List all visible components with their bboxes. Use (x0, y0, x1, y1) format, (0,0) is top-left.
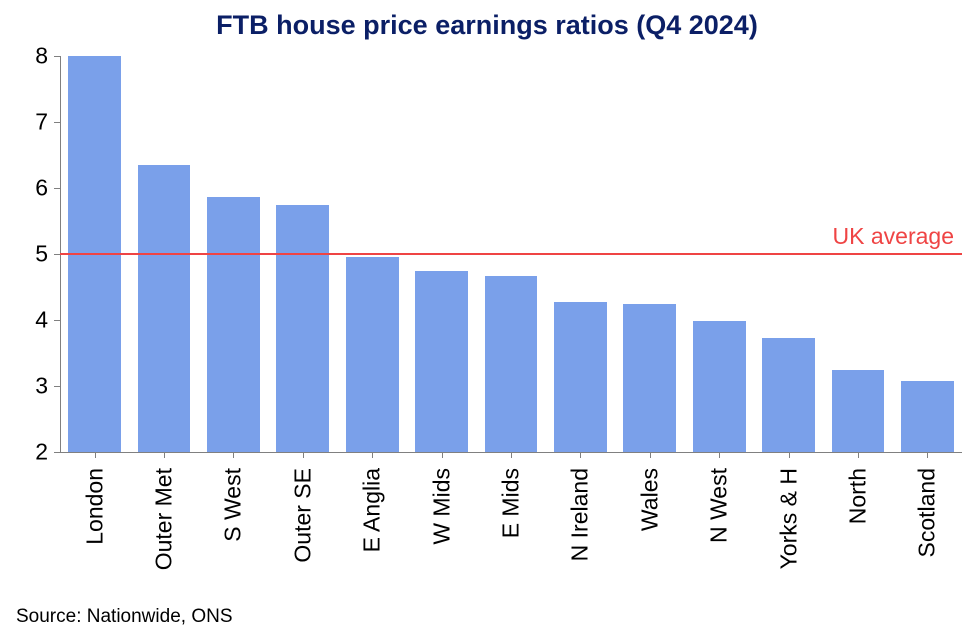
y-tick (54, 188, 60, 189)
x-tick-label: Wales (636, 468, 663, 600)
y-tick (54, 122, 60, 123)
y-tick (54, 320, 60, 321)
y-tick-label: 4 (14, 307, 48, 334)
x-tick-label: Outer SE (289, 468, 316, 600)
y-tick-label: 5 (14, 241, 48, 268)
y-tick-label: 8 (14, 43, 48, 70)
x-tick-label: London (81, 468, 108, 600)
bar (762, 338, 815, 452)
bar (693, 321, 746, 452)
x-tick (442, 452, 443, 458)
y-tick-label: 6 (14, 175, 48, 202)
x-tick (511, 452, 512, 458)
x-tick-label: W Mids (428, 468, 455, 600)
x-tick (650, 452, 651, 458)
y-tick-label: 7 (14, 109, 48, 136)
x-tick-label: Outer Met (151, 468, 178, 600)
bar (346, 257, 399, 452)
x-tick-label: N West (706, 468, 733, 600)
x-tick (164, 452, 165, 458)
chart-title: FTB house price earnings ratios (Q4 2024… (0, 10, 974, 41)
x-tick-label: Yorks & H (775, 468, 802, 600)
x-tick-label: N Ireland (567, 468, 594, 600)
y-tick (54, 56, 60, 57)
x-tick (233, 452, 234, 458)
bar (832, 370, 885, 452)
y-tick (54, 386, 60, 387)
plot-area (60, 56, 962, 452)
x-tick (95, 452, 96, 458)
bar (138, 165, 191, 452)
bar (901, 381, 954, 452)
bar (623, 304, 676, 453)
x-tick-label: Scotland (914, 468, 941, 600)
x-tick (303, 452, 304, 458)
y-tick-label: 2 (14, 439, 48, 466)
x-tick-label: North (844, 468, 871, 600)
x-tick-label: E Anglia (359, 468, 386, 600)
x-tick-label: E Mids (498, 468, 525, 600)
bar (207, 197, 260, 452)
x-tick (858, 452, 859, 458)
uk-average-line (60, 253, 962, 255)
x-tick (372, 452, 373, 458)
bar (485, 276, 538, 452)
uk-average-label: UK average (833, 223, 954, 250)
bar (276, 205, 329, 452)
x-tick (789, 452, 790, 458)
x-tick (719, 452, 720, 458)
chart-frame: { "chart": { "type": "bar", "title": "FT… (0, 0, 974, 636)
y-tick (54, 452, 60, 453)
x-tick (927, 452, 928, 458)
x-tick-label: S West (220, 468, 247, 600)
source-caption: Source: Nationwide, ONS (16, 606, 233, 628)
x-tick (580, 452, 581, 458)
bar (554, 302, 607, 452)
y-tick-label: 3 (14, 373, 48, 400)
bar (415, 271, 468, 452)
